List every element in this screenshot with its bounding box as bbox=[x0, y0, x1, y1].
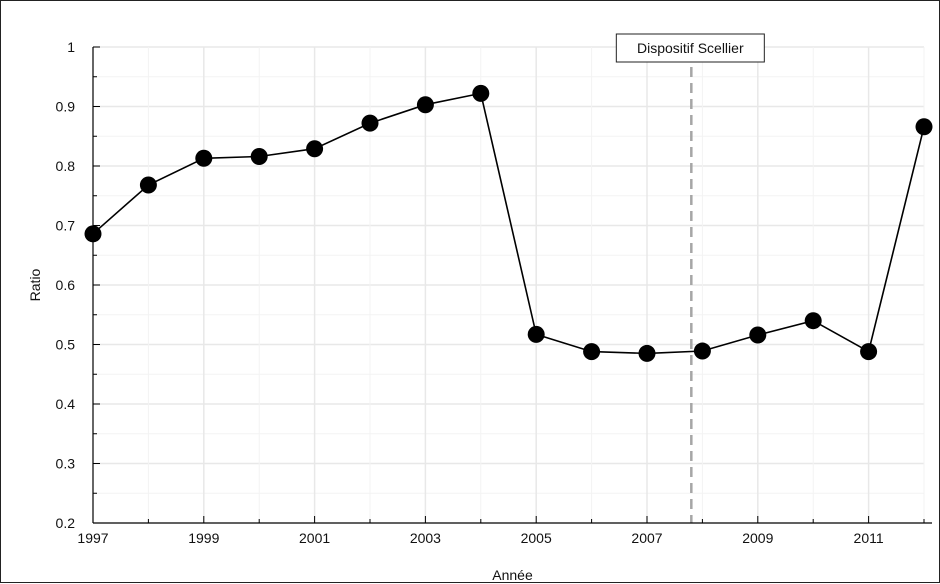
grid bbox=[93, 46, 925, 523]
annotation-box bbox=[615, 33, 765, 63]
data-point bbox=[250, 147, 268, 165]
annotation-group: Dispositif Scellier bbox=[615, 33, 765, 523]
axes: 0.2 0.3 0.4 0.5 0.6 0.7 0.8 0.9 1 1997 1999 2001 200… bbox=[56, 39, 932, 546]
data-point bbox=[416, 96, 434, 114]
data-point bbox=[139, 176, 157, 194]
data-point bbox=[638, 344, 656, 362]
x-tick-label: 2003 bbox=[410, 530, 441, 546]
x-tick-label: 2011 bbox=[854, 530, 884, 546]
data-point bbox=[915, 118, 933, 136]
data-point bbox=[84, 225, 102, 243]
x-tick-label: 1997 bbox=[77, 530, 108, 546]
data-point bbox=[804, 312, 822, 330]
data-point bbox=[361, 114, 379, 132]
data-point bbox=[306, 140, 324, 158]
y-tick-label: 1 bbox=[67, 39, 75, 55]
x-tick-label: 2005 bbox=[521, 530, 552, 546]
y-tick-label: 0.6 bbox=[56, 277, 76, 293]
data-point bbox=[860, 343, 878, 361]
x-tick-label: 1999 bbox=[188, 530, 219, 546]
data-point bbox=[583, 343, 601, 361]
data-point bbox=[527, 325, 545, 343]
series-line bbox=[92, 92, 925, 355]
y-axis-title: Ratio bbox=[27, 268, 43, 301]
x-axis-title: Année bbox=[492, 567, 533, 583]
y-tick-label: 0.3 bbox=[56, 456, 76, 472]
y-tick-label: 0.2 bbox=[56, 515, 76, 531]
data-point bbox=[749, 326, 767, 344]
x-tick-label: 2001 bbox=[299, 530, 330, 546]
y-tick-label: 0.8 bbox=[56, 158, 76, 174]
data-point bbox=[693, 342, 711, 360]
y-tick-label: 0.7 bbox=[56, 218, 76, 234]
y-tick-label: 0.9 bbox=[56, 99, 76, 115]
x-tick-label: 2007 bbox=[631, 530, 662, 546]
data-point bbox=[195, 149, 213, 167]
series-group bbox=[84, 84, 933, 362]
y-tick-label: 0.4 bbox=[56, 396, 76, 412]
data-point bbox=[472, 84, 490, 102]
y-tick-label: 0.5 bbox=[56, 337, 76, 353]
annotation-label: Dispositif Scellier bbox=[637, 40, 744, 56]
x-tick-label: 2009 bbox=[742, 530, 773, 546]
